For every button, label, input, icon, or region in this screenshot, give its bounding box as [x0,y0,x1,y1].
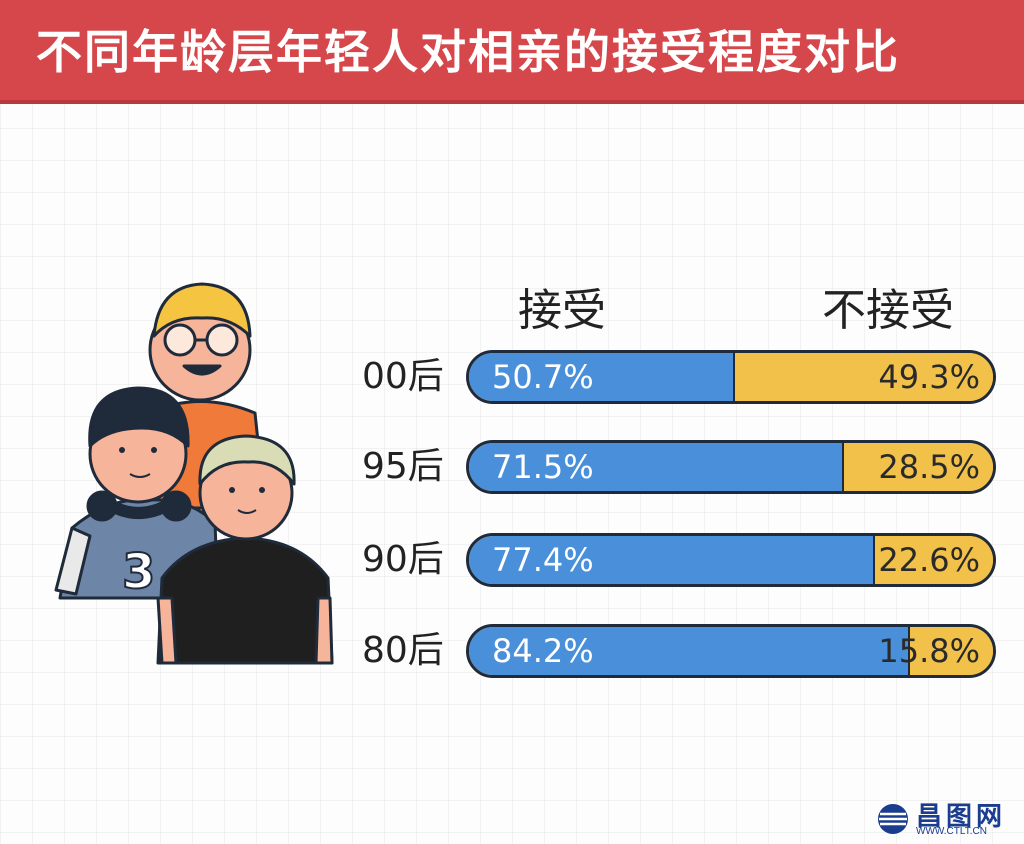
row-label: 80后 [362,630,444,671]
accept-segment [469,627,911,675]
accept-column-heading: 接受 [518,285,606,336]
accept-segment [469,443,844,491]
reject-value-label: 15.8% [878,632,980,670]
row-label: 90后 [362,539,444,580]
globe-logo-icon [878,804,908,834]
title-banner: 不同年龄层年轻人对相亲的接受程度对比 [0,0,1024,104]
accept-segment [469,536,875,584]
reject-segment [734,353,993,401]
watermark-url: WWW.CTLT.CN [916,826,987,837]
stacked-bar [466,350,996,404]
young-people-illustration: 3 [54,282,334,665]
reject-value-label: 22.6% [878,541,980,579]
accept-value-label: 71.5% [492,448,594,486]
stacked-bar [466,440,996,494]
reject-column-heading: 不接受 [822,285,954,336]
stacked-bar [466,533,996,587]
accept-value-label: 84.2% [492,632,594,670]
accept-value-label: 77.4% [492,541,594,579]
svg-text:3: 3 [122,544,155,600]
reject-value-label: 28.5% [878,448,980,486]
watermark-name: 昌图网 [916,802,1007,832]
site-watermark: 昌图网 WWW.CTLT.CN [876,798,1022,840]
reject-segment [874,536,993,584]
row-label: 95后 [362,446,444,487]
accept-value-label: 50.7% [492,358,594,396]
reject-segment [910,627,993,675]
row-label: 00后 [362,356,444,397]
reject-value-label: 49.3% [878,358,980,396]
chart-title: 不同年龄层年轻人对相亲的接受程度对比 [36,25,900,79]
stacked-bar [466,624,996,678]
accept-segment [469,353,735,401]
reject-segment [843,443,993,491]
